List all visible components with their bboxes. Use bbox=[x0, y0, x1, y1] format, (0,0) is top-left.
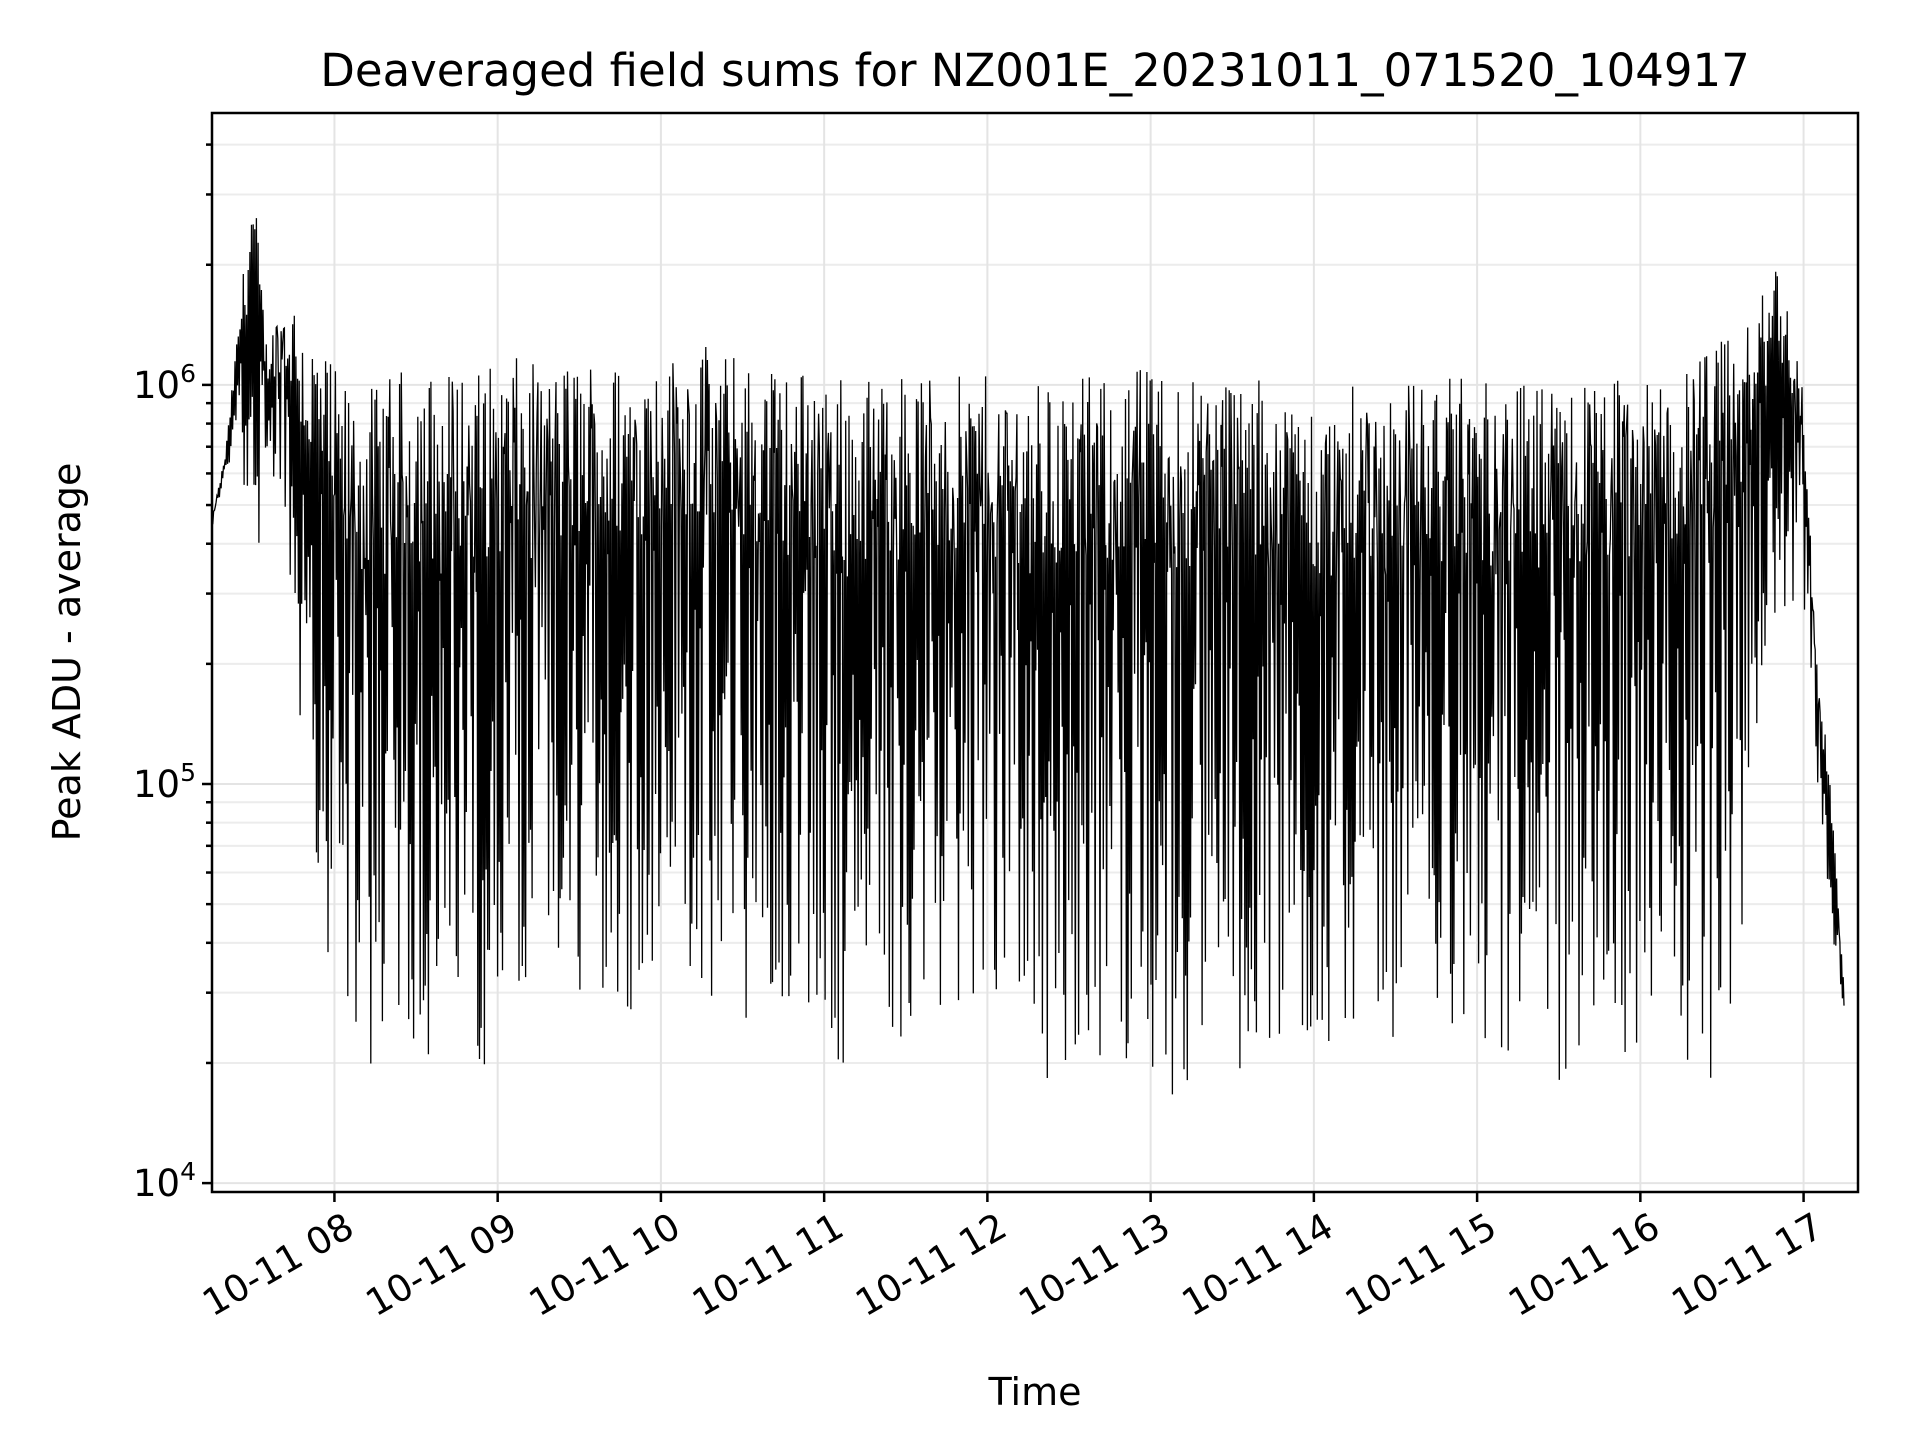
plot-frame bbox=[210, 111, 1860, 1194]
x-axis-label: Time bbox=[988, 1370, 1082, 1414]
y-tick-label: 105 bbox=[133, 758, 196, 806]
chart-title: Deaveraged field sums for NZ001E_2023101… bbox=[320, 44, 1749, 97]
series-layer bbox=[211, 218, 1845, 1095]
y-axis: 104 105 106 bbox=[133, 143, 212, 1205]
series-line bbox=[211, 218, 1845, 1095]
y-axis-label: Peak ADU - average bbox=[45, 463, 89, 842]
y-tick-label: 104 bbox=[133, 1157, 196, 1205]
y-tick-label: 106 bbox=[133, 359, 196, 407]
